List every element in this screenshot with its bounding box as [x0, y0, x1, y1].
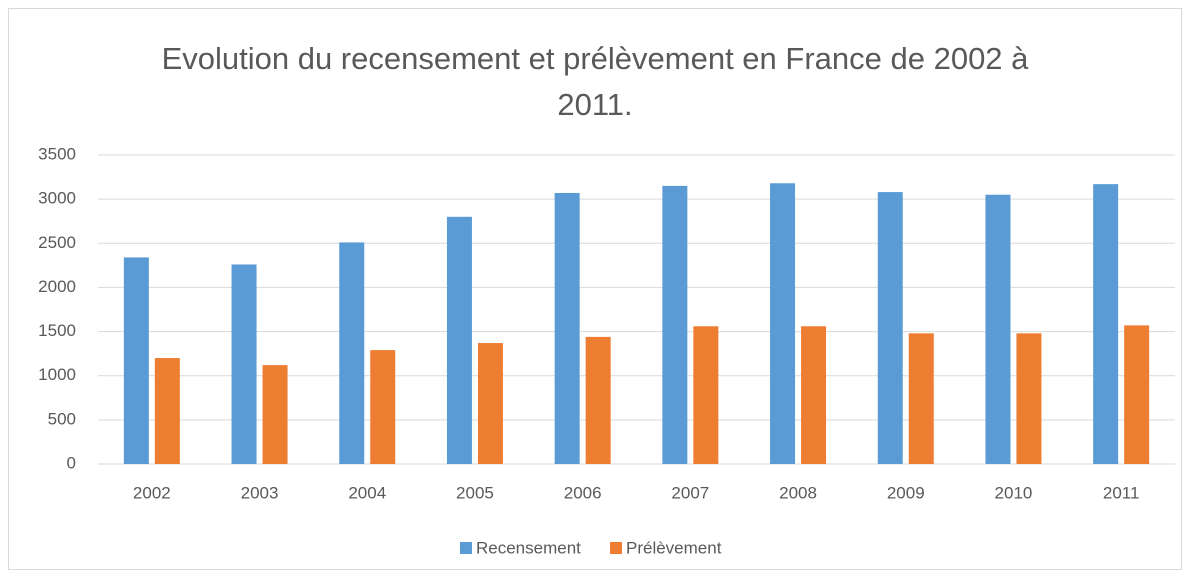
bar [908, 333, 934, 464]
x-tick-label: 2003 [241, 483, 279, 502]
bar [339, 242, 365, 464]
legend-swatch [610, 542, 622, 554]
bar [370, 350, 396, 464]
bar [154, 358, 180, 464]
legend-label: Prélèvement [626, 538, 722, 557]
y-tick-label: 500 [48, 409, 76, 428]
chart-title: Evolution du recensement et prélèvement … [161, 41, 1029, 122]
x-tick-label: 2010 [995, 483, 1033, 502]
x-tick-label: 2006 [564, 483, 602, 502]
x-tick-label: 2008 [779, 483, 817, 502]
x-tick-label: 2005 [456, 483, 494, 502]
y-tick-label: 1000 [38, 365, 76, 384]
y-tick-label: 0 [67, 453, 76, 472]
bar [693, 326, 719, 464]
x-tick-label: 2007 [671, 483, 709, 502]
chart-border [8, 8, 1182, 570]
bar [801, 326, 827, 464]
legend-label: Recensement [476, 538, 581, 557]
y-tick-label: 3000 [38, 189, 76, 208]
bar [770, 183, 796, 464]
y-tick-label: 3500 [38, 144, 76, 163]
x-tick-label: 2004 [348, 483, 386, 502]
bar [1016, 333, 1042, 464]
bar [477, 343, 503, 464]
x-tick-label: 2011 [1103, 483, 1140, 502]
bar [123, 257, 149, 464]
x-tick-label: 2009 [887, 483, 925, 502]
y-tick-label: 2000 [38, 277, 76, 296]
y-tick-label: 1500 [38, 321, 76, 340]
bar [1093, 184, 1119, 465]
bar [446, 216, 472, 464]
bar [877, 192, 903, 464]
bar [1124, 325, 1150, 464]
bar [585, 336, 611, 464]
bar [262, 365, 288, 464]
bar [662, 185, 688, 464]
legend-swatch [460, 542, 472, 554]
bar [231, 264, 257, 464]
y-tick-label: 2500 [38, 233, 76, 252]
bar [554, 192, 580, 464]
x-tick-label: 2002 [133, 483, 171, 502]
bar [985, 194, 1011, 464]
